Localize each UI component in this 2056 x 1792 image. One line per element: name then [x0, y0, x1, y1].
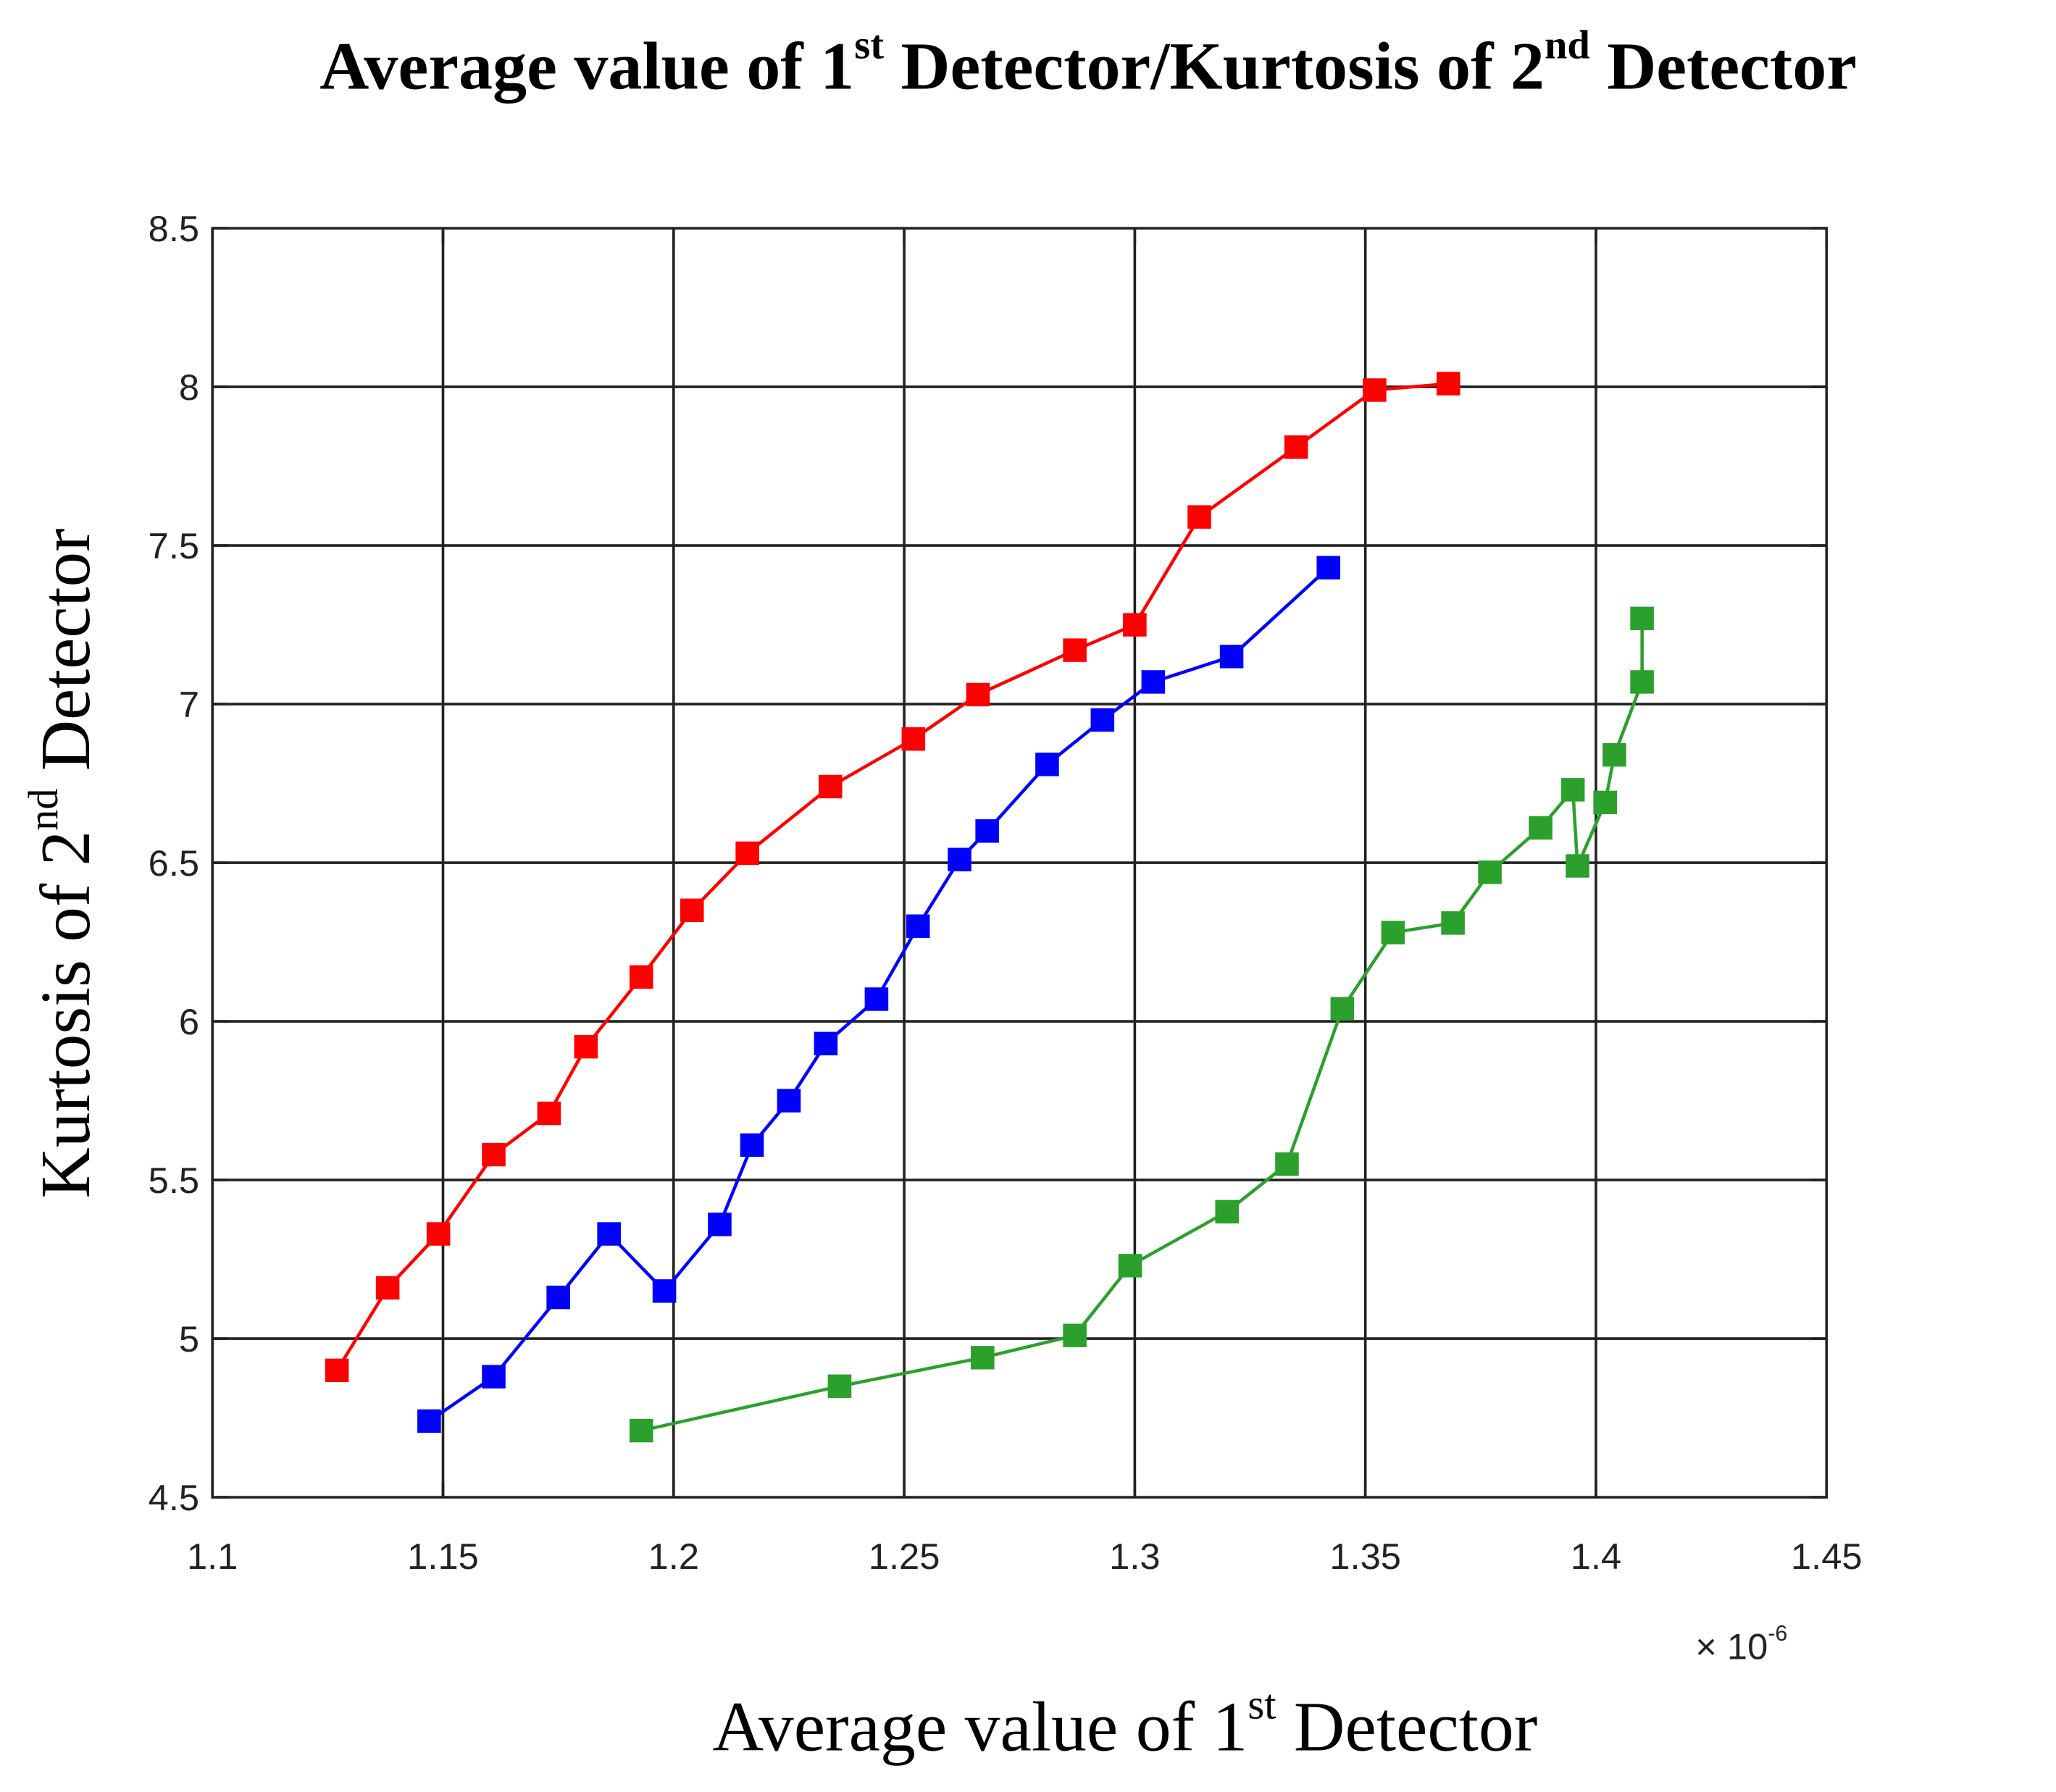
marker [1035, 753, 1059, 776]
x-tick-label: 1.35 [1329, 1536, 1401, 1577]
marker [740, 1133, 764, 1157]
marker [1441, 911, 1465, 935]
marker [426, 1222, 451, 1246]
x-tick-label: 1.45 [1791, 1536, 1863, 1577]
marker [814, 1031, 838, 1055]
marker [1275, 1152, 1299, 1176]
marker [1118, 1254, 1142, 1278]
text-part: Detector [1590, 29, 1857, 104]
x-axis-label: Average value of 1st Detector [713, 1681, 1538, 1767]
text-part: Detector [27, 528, 105, 788]
chart-title: Average value of 1st Detector/Kurtosis o… [319, 22, 1857, 104]
marker [901, 727, 926, 751]
marker [1187, 505, 1211, 529]
marker [482, 1365, 506, 1389]
marker [1090, 708, 1115, 732]
marker [1219, 645, 1244, 669]
text-part: Average value of 1 [713, 1688, 1248, 1767]
marker [818, 774, 843, 799]
marker [574, 1034, 598, 1059]
marker [1436, 372, 1460, 395]
x-tick-label: 1.3 [1109, 1536, 1160, 1577]
marker [597, 1222, 621, 1246]
y-tick-label: 6.5 [149, 842, 199, 884]
text-part: Detector/Kurtosis of 2 [884, 29, 1545, 104]
marker [735, 841, 759, 866]
x-tick-label: 1.4 [1571, 1536, 1621, 1577]
plot-frame [211, 227, 1829, 1499]
x-multiplier: × 10-6 [1695, 1622, 1787, 1667]
marker [546, 1285, 570, 1310]
marker [975, 819, 999, 843]
marker [1063, 1323, 1087, 1347]
marker [1630, 606, 1654, 631]
marker [417, 1409, 441, 1433]
superscript: st [1248, 1681, 1276, 1728]
marker [1063, 638, 1087, 662]
y-tick-label: 5 [179, 1318, 199, 1360]
marker [1215, 1199, 1239, 1224]
marker [1284, 435, 1308, 459]
marker [1330, 997, 1355, 1021]
marker [966, 682, 990, 707]
marker [1316, 556, 1341, 579]
superscript: st [854, 22, 884, 67]
text-part: Detector [1276, 1688, 1538, 1767]
marker [629, 965, 653, 989]
text-part: × 10 [1695, 1625, 1768, 1667]
y-tick-label: 7 [179, 684, 199, 725]
marker [1363, 378, 1387, 402]
marker [652, 1279, 677, 1303]
marker [1560, 778, 1585, 802]
marker [680, 898, 704, 922]
y-tick-label: 7.5 [149, 525, 199, 566]
marker [482, 1142, 506, 1167]
marker [777, 1089, 801, 1113]
y-axis-label: Kurtosis of 2nd Detector [20, 528, 105, 1198]
marker [1602, 742, 1626, 767]
y-tick-label: 5.5 [149, 1160, 199, 1201]
marker [325, 1358, 349, 1383]
marker [827, 1374, 852, 1398]
x-tick-label: 1.15 [407, 1536, 479, 1577]
y-tick-label: 4.5 [149, 1477, 199, 1518]
superscript: -6 [1768, 1622, 1787, 1646]
marker [1593, 790, 1617, 815]
text-part: Average value of 1 [319, 29, 854, 104]
y-tick-label: 8 [179, 367, 199, 408]
series-line [335, 382, 1449, 1372]
marker [1630, 670, 1654, 694]
marker [1478, 861, 1502, 884]
marker [708, 1213, 732, 1236]
marker [629, 1418, 653, 1443]
superscript: nd [1545, 22, 1590, 67]
x-tick-label: 1.25 [869, 1536, 940, 1577]
x-tick-label: 1.1 [187, 1536, 238, 1577]
y-tick-label: 6 [179, 1001, 199, 1042]
marker [864, 987, 889, 1011]
superscript: nd [20, 788, 67, 830]
marker [1381, 921, 1405, 945]
marker [1566, 854, 1589, 878]
marker [1123, 613, 1147, 637]
marker [1529, 816, 1553, 840]
text-part: Kurtosis of 2 [27, 831, 105, 1199]
marker [375, 1276, 400, 1300]
x-tick-label: 1.2 [648, 1536, 699, 1577]
marker [537, 1101, 561, 1126]
marker [948, 847, 971, 871]
marker [971, 1346, 995, 1370]
marker [1141, 670, 1166, 694]
marker [906, 914, 930, 938]
y-tick-label: 8.5 [149, 208, 199, 249]
